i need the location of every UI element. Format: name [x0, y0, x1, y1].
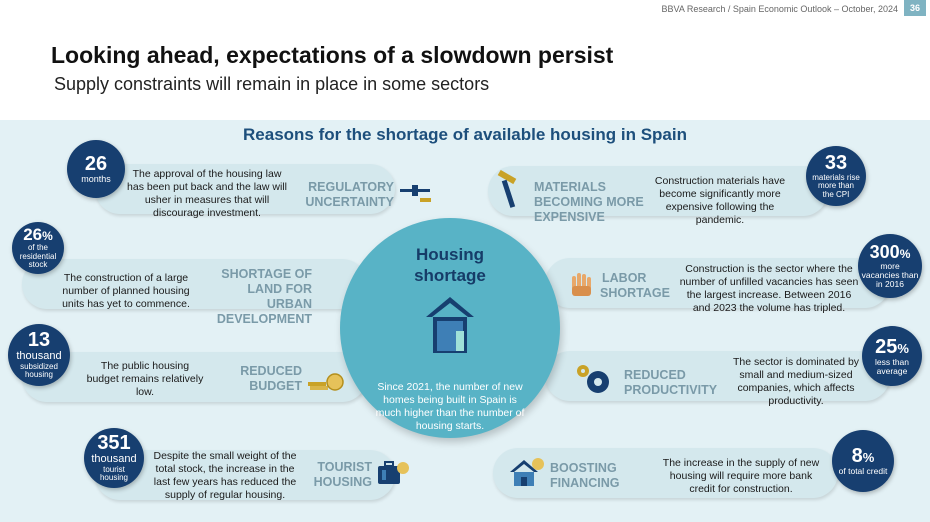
badge-land: 26% of the residential stock	[12, 222, 64, 274]
label-tourist: TOURIST HOUSING	[313, 460, 372, 489]
badge-materials: 33 materials rise more than the CPI	[806, 146, 866, 206]
panel-title: Reasons for the shortage of available ho…	[243, 125, 687, 144]
badge-budget: 13 thousand subsidized housing	[8, 324, 70, 386]
center-title: Housing shortage	[414, 245, 486, 286]
gavel-icon	[400, 185, 431, 202]
desc-productivity: The sector is dominated by small and med…	[732, 356, 860, 408]
slide-title: Looking ahead, expectations of a slowdow…	[51, 42, 614, 68]
label-regulatory: REGULATORY UNCERTAINTY	[305, 180, 394, 209]
header-source: BBVA Research / Spain Economic Outlook –…	[661, 4, 898, 14]
label-budget: REDUCED BUDGET	[240, 364, 302, 393]
badge-productivity: 25% less than average	[862, 326, 922, 386]
label-productivity: REDUCED PRODUCTIVITY	[624, 368, 718, 397]
desc-labor: Construction is the sector where the num…	[679, 263, 859, 315]
desc-budget: The public housing budget remains relati…	[86, 360, 204, 399]
gears-icon	[577, 365, 609, 393]
pill-land	[22, 259, 367, 309]
pill-regulatory	[95, 164, 395, 214]
desc-materials: Construction materials have become signi…	[654, 175, 786, 227]
label-financing: BOOSTING FINANCING	[550, 461, 620, 490]
desc-land: The construction of a large number of pl…	[62, 272, 190, 311]
badge-regulatory: 26 months	[67, 140, 125, 198]
coins-icon	[308, 373, 344, 391]
badge-tourist: 351 thousand tourist housing	[84, 428, 144, 488]
pill-budget	[22, 352, 367, 402]
desc-tourist: Despite the small weight of the total st…	[153, 450, 297, 502]
label-land: SHORTAGE OF LAND FOR URBAN DEVELOPMENT	[216, 267, 312, 326]
label-materials: MATERIALS BECOMING MORE EXPENSIVE	[534, 180, 644, 224]
badge-financing: 8% of total credit	[832, 430, 894, 492]
page-number: 36	[904, 0, 926, 16]
suitcase-icon	[378, 461, 409, 484]
badge-labor: 300% more vacancies than in 2016	[858, 234, 922, 298]
pill-financing	[493, 448, 838, 498]
hammer-icon	[497, 170, 517, 208]
desc-financing: The increase in the supply of new housin…	[662, 457, 820, 496]
center-text: Since 2021, the number of new homes bein…	[375, 381, 525, 433]
hand-icon	[572, 273, 591, 296]
pill-tourist	[95, 450, 395, 500]
desc-regulatory: The approval of the housing law has been…	[127, 168, 287, 220]
pill-labor	[545, 258, 890, 308]
slide-subtitle: Supply constraints will remain in place …	[54, 74, 490, 94]
house-icon	[426, 297, 474, 353]
pill-materials	[488, 166, 828, 216]
label-labor: LABOR SHORTAGE	[600, 271, 670, 300]
house-coin-icon	[510, 458, 544, 486]
